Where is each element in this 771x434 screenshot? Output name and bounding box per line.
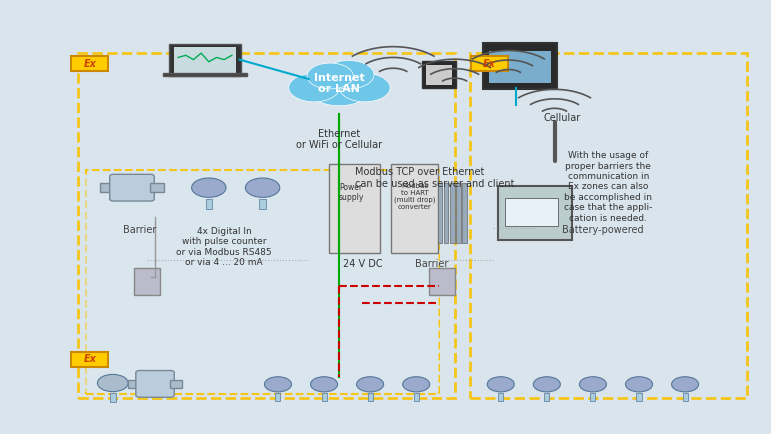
Text: Ethernet
or WiFi or Cellular: Ethernet or WiFi or Cellular	[296, 128, 382, 150]
FancyBboxPatch shape	[444, 183, 449, 243]
FancyBboxPatch shape	[169, 44, 241, 76]
FancyBboxPatch shape	[463, 183, 467, 243]
FancyBboxPatch shape	[71, 352, 108, 367]
FancyBboxPatch shape	[682, 393, 688, 401]
Circle shape	[402, 377, 429, 392]
FancyBboxPatch shape	[99, 183, 113, 192]
FancyBboxPatch shape	[368, 393, 372, 401]
Text: Ex: Ex	[83, 59, 96, 69]
FancyBboxPatch shape	[82, 174, 439, 391]
Text: Internet
or LAN: Internet or LAN	[314, 72, 365, 94]
FancyBboxPatch shape	[322, 393, 327, 401]
FancyBboxPatch shape	[426, 65, 453, 85]
Circle shape	[307, 63, 353, 89]
FancyBboxPatch shape	[128, 380, 140, 388]
Circle shape	[534, 377, 561, 392]
Text: 4x Digital In
with pulse counter
or via Modbus RS485
or via 4 ... 20 mA: 4x Digital In with pulse counter or via …	[177, 227, 272, 267]
FancyBboxPatch shape	[110, 393, 116, 402]
Text: Power
supply: Power supply	[338, 183, 364, 202]
FancyBboxPatch shape	[498, 393, 503, 401]
Circle shape	[97, 375, 128, 391]
Circle shape	[579, 377, 607, 392]
Circle shape	[339, 73, 390, 102]
FancyBboxPatch shape	[591, 393, 595, 401]
FancyBboxPatch shape	[170, 380, 182, 388]
Text: Ex: Ex	[83, 354, 96, 364]
Text: 24 V DC: 24 V DC	[342, 260, 382, 270]
Circle shape	[311, 377, 338, 392]
FancyBboxPatch shape	[134, 268, 160, 296]
FancyBboxPatch shape	[329, 164, 380, 253]
Text: Barrier: Barrier	[123, 225, 157, 235]
Circle shape	[323, 60, 374, 89]
FancyBboxPatch shape	[150, 183, 164, 192]
Circle shape	[672, 377, 699, 392]
FancyBboxPatch shape	[71, 56, 108, 72]
Text: Modbus TCP over Ethernet
can be used as server and client: Modbus TCP over Ethernet can be used as …	[355, 168, 514, 189]
FancyBboxPatch shape	[206, 198, 212, 210]
Text: Battery-powered: Battery-powered	[562, 225, 644, 235]
Text: With the usage of
proper barriers the
communication in
Ex zones can also
be acco: With the usage of proper barriers the co…	[564, 151, 652, 223]
Circle shape	[357, 377, 384, 392]
FancyBboxPatch shape	[471, 56, 507, 72]
FancyBboxPatch shape	[450, 183, 455, 243]
FancyBboxPatch shape	[504, 197, 558, 226]
FancyBboxPatch shape	[456, 183, 461, 243]
FancyBboxPatch shape	[109, 174, 154, 201]
Circle shape	[625, 377, 652, 392]
Text: Modbus
to HART
(multi drop)
converter: Modbus to HART (multi drop) converter	[394, 183, 436, 210]
FancyBboxPatch shape	[163, 73, 247, 76]
FancyBboxPatch shape	[275, 393, 281, 401]
FancyBboxPatch shape	[429, 268, 455, 296]
Circle shape	[264, 377, 291, 392]
Circle shape	[245, 178, 280, 197]
FancyBboxPatch shape	[136, 371, 174, 397]
FancyBboxPatch shape	[414, 393, 419, 401]
FancyBboxPatch shape	[259, 198, 266, 210]
Circle shape	[192, 178, 226, 197]
FancyBboxPatch shape	[423, 61, 456, 89]
Circle shape	[487, 377, 514, 392]
FancyBboxPatch shape	[438, 183, 443, 243]
FancyBboxPatch shape	[637, 393, 641, 401]
FancyBboxPatch shape	[490, 51, 550, 83]
Circle shape	[288, 73, 339, 102]
Text: Barrier: Barrier	[415, 260, 448, 270]
Circle shape	[307, 69, 372, 106]
FancyBboxPatch shape	[498, 185, 572, 240]
FancyBboxPatch shape	[174, 47, 236, 72]
Text: Ex: Ex	[483, 59, 496, 69]
FancyBboxPatch shape	[483, 43, 557, 89]
Text: Cellular: Cellular	[544, 113, 581, 123]
FancyBboxPatch shape	[391, 164, 438, 253]
FancyBboxPatch shape	[544, 393, 550, 401]
